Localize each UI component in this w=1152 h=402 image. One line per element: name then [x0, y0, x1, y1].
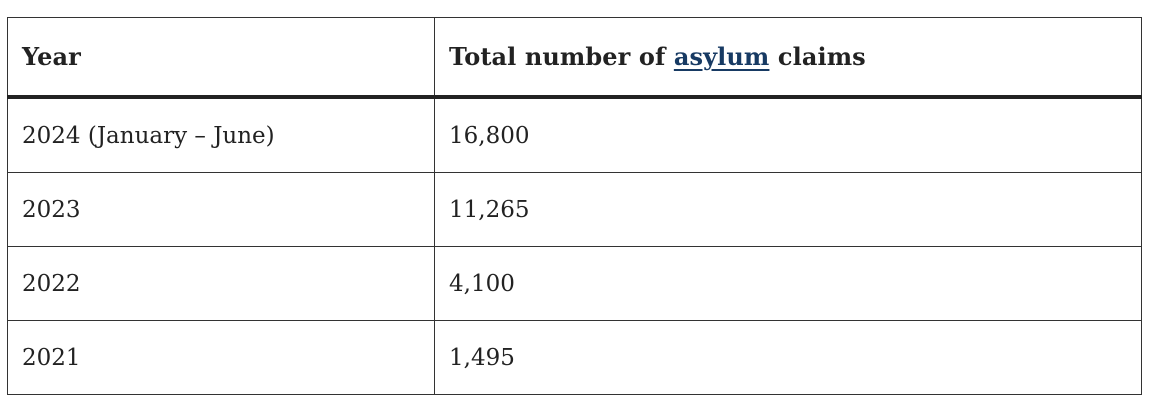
table-row: 2024 (January – June) 16,800 [7, 97, 1142, 173]
table-row: 2021 1,495 [7, 320, 1142, 395]
asylum-link[interactable]: asylum [673, 42, 770, 71]
year-cell: 2023 [7, 172, 435, 247]
column-header-year-label: Year [22, 42, 81, 71]
column-header-total: Total number of asylum claims [434, 17, 1142, 99]
year-cell: 2024 (January – June) [7, 97, 435, 173]
column-header-total-suffix: claims [769, 42, 866, 71]
total-cell: 11,265 [434, 172, 1142, 247]
column-header-total-prefix: Total number of [449, 42, 674, 71]
table-row: 2023 11,265 [7, 172, 1142, 247]
column-header-year: Year [7, 17, 435, 99]
header-row: Year Total number of asylum claims [7, 17, 1142, 99]
table-body: 2024 (January – June) 16,800 2023 11,265… [7, 97, 1142, 395]
total-cell: 16,800 [434, 97, 1142, 173]
total-cell: 4,100 [434, 246, 1142, 321]
asylum-claims-table-container: Year Total number of asylum claims 2024 … [7, 17, 1142, 395]
asylum-claims-table: Year Total number of asylum claims 2024 … [7, 17, 1142, 395]
year-cell: 2022 [7, 246, 435, 321]
total-cell: 1,495 [434, 320, 1142, 395]
year-cell: 2021 [7, 320, 435, 395]
table-row: 2022 4,100 [7, 246, 1142, 321]
table-header: Year Total number of asylum claims [7, 17, 1142, 99]
